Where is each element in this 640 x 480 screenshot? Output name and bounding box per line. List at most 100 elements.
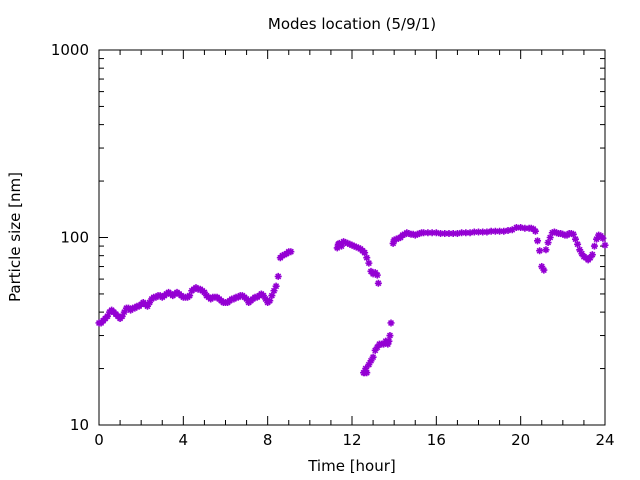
data-point xyxy=(344,239,352,247)
data-point xyxy=(517,224,525,232)
data-point xyxy=(268,292,276,300)
x-tick-label: 8 xyxy=(263,431,273,449)
x-tick-label: 16 xyxy=(427,431,446,449)
data-point xyxy=(466,229,474,237)
data-point xyxy=(601,241,609,249)
data-point xyxy=(491,227,499,235)
data-point xyxy=(508,226,516,234)
data-point xyxy=(369,353,377,361)
data-point xyxy=(389,239,397,247)
data-point xyxy=(374,279,382,287)
axis-ticks xyxy=(98,49,606,426)
data-point xyxy=(441,230,449,238)
data-point xyxy=(186,292,194,300)
data-point xyxy=(342,239,350,247)
data-point xyxy=(361,249,369,257)
data-point xyxy=(512,224,520,232)
data-point xyxy=(287,248,295,256)
data-point xyxy=(385,337,393,345)
plot-border xyxy=(98,49,606,426)
data-point xyxy=(346,240,354,248)
data-point xyxy=(420,229,428,237)
data-point xyxy=(371,346,379,354)
data-point xyxy=(496,227,504,235)
data-point xyxy=(599,234,607,242)
data-point xyxy=(531,227,539,235)
data-point xyxy=(352,243,360,251)
data-point xyxy=(363,254,371,262)
data-point xyxy=(362,365,370,373)
data-point xyxy=(348,241,356,249)
data-point xyxy=(373,271,381,279)
data-point xyxy=(576,246,584,254)
data-point xyxy=(428,229,436,237)
data-point xyxy=(394,234,402,242)
y-tick-label: 10 xyxy=(70,416,89,434)
data-point xyxy=(483,228,491,236)
data-point xyxy=(350,242,358,250)
data-point xyxy=(340,238,348,246)
chart-title: Modes location (5/9/1) xyxy=(268,15,436,33)
data-point xyxy=(521,224,529,232)
data-point xyxy=(143,302,151,310)
data-point xyxy=(272,282,280,290)
y-axis-label: Particle size [nm] xyxy=(6,172,24,302)
data-point xyxy=(363,369,371,377)
data-point xyxy=(458,229,466,237)
data-point xyxy=(387,319,395,327)
data-point xyxy=(540,266,548,274)
x-tick-label: 0 xyxy=(94,431,104,449)
data-point xyxy=(424,229,432,237)
data-point xyxy=(380,340,388,348)
data-point xyxy=(243,295,251,303)
data-point xyxy=(536,247,544,255)
data-point xyxy=(544,239,552,247)
data-point xyxy=(500,227,508,235)
data-point xyxy=(386,332,394,340)
data-point xyxy=(437,230,445,238)
data-point xyxy=(574,240,582,248)
data-point xyxy=(593,235,601,243)
data-point xyxy=(200,288,208,296)
y-tick-label: 1000 xyxy=(51,41,89,59)
data-point xyxy=(274,272,282,280)
data-point xyxy=(373,343,381,351)
data-point xyxy=(118,312,126,320)
data-point xyxy=(262,295,270,303)
data-point xyxy=(534,237,542,245)
data-point xyxy=(120,308,128,316)
data-point xyxy=(504,226,512,234)
x-axis-label: Time [hour] xyxy=(307,457,396,475)
data-point xyxy=(266,297,274,305)
data-point xyxy=(578,250,586,258)
data-point xyxy=(365,361,373,369)
data-point xyxy=(588,251,596,259)
data-point xyxy=(333,244,341,252)
data-point xyxy=(538,263,546,271)
data-points xyxy=(95,224,609,377)
data-point xyxy=(475,228,482,236)
x-tick-label: 24 xyxy=(595,431,614,449)
data-point xyxy=(337,242,345,250)
data-point xyxy=(546,234,554,241)
x-tick-label: 4 xyxy=(179,431,189,449)
data-point xyxy=(270,287,278,295)
data-point xyxy=(571,235,579,243)
data-point xyxy=(445,230,453,238)
data-point xyxy=(542,246,550,254)
data-point xyxy=(462,229,470,237)
data-point xyxy=(367,357,375,365)
data-point xyxy=(146,299,154,307)
data-point xyxy=(259,292,267,300)
y-tick-label: 100 xyxy=(60,229,89,247)
data-point xyxy=(103,312,111,320)
data-point xyxy=(449,230,457,238)
data-point xyxy=(590,242,598,250)
x-tick-label: 20 xyxy=(511,431,530,449)
data-point xyxy=(392,235,400,243)
data-point xyxy=(479,228,487,236)
data-point xyxy=(365,259,373,267)
data-point xyxy=(470,228,478,236)
data-point xyxy=(453,230,461,238)
